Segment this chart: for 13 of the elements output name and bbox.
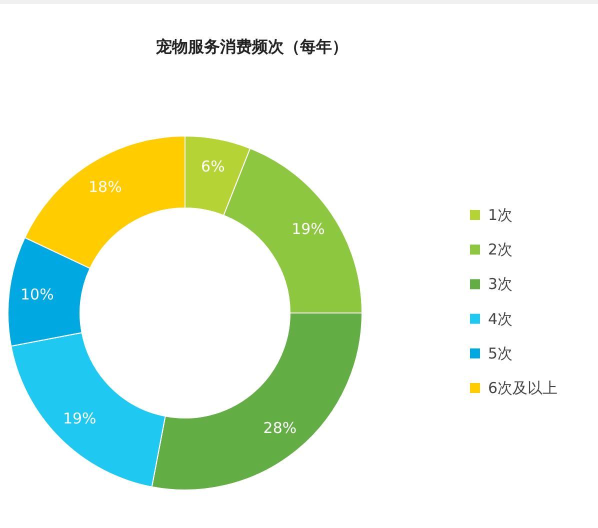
legend-label: 6次及以上 (488, 379, 558, 397)
data-label: 19% (62, 409, 96, 428)
legend-label: 2次 (488, 240, 513, 259)
data-label: 19% (292, 220, 325, 238)
data-label: 10% (20, 285, 54, 304)
data-label: 18% (88, 178, 122, 196)
chart-title: 宠物服务消费频次（每年） (155, 37, 348, 56)
legend-label: 5次 (488, 344, 513, 362)
legend-label: 1次 (488, 206, 513, 224)
data-label: 28% (263, 418, 297, 437)
data-label: 6% (201, 158, 225, 176)
legend-label: 4次 (488, 310, 513, 328)
legend-label: 3次 (488, 275, 513, 294)
